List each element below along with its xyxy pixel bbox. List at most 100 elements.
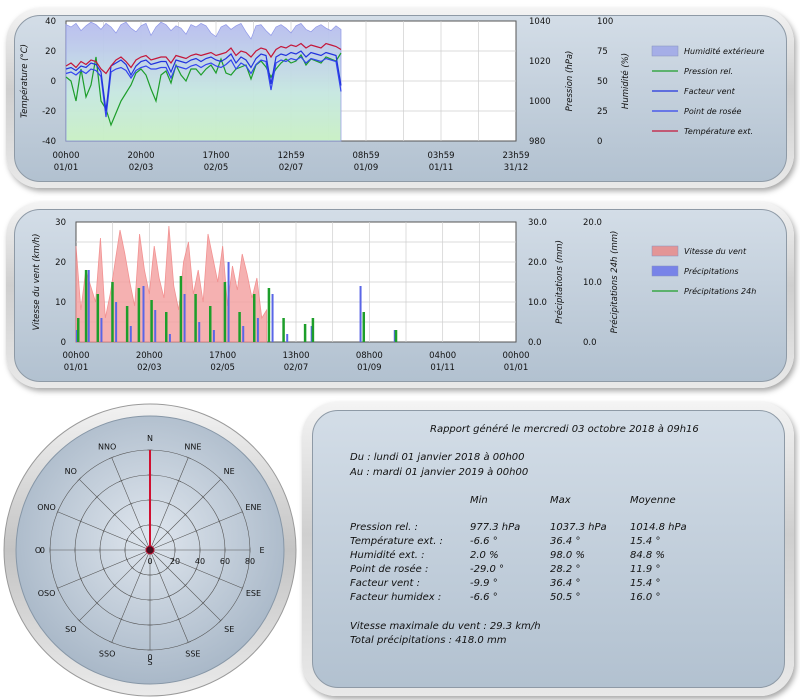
spoke-tick [77, 477, 82, 482]
direction-label: N [147, 434, 153, 443]
row-avg: 1014.8 hPa [630, 522, 687, 533]
spoke-tick [183, 583, 188, 588]
row-avg: 15.4 ° [630, 536, 661, 547]
spoke-tick [241, 509, 244, 515]
report-title: Rapport généré le mercredi 03 octobre 20… [430, 424, 699, 435]
spoke-tick [112, 583, 117, 588]
spoke-tick [138, 525, 143, 529]
spoke-tick [194, 566, 198, 572]
direction-label: SE [224, 625, 234, 634]
spoke-tick [128, 594, 134, 598]
direction-label: O [35, 546, 41, 555]
row-label: Facteur vent : [350, 578, 420, 589]
row-min: -29.0 ° [470, 564, 505, 575]
spoke-tick [165, 565, 170, 570]
row-label: Point de rosée : [350, 564, 429, 575]
spoke-tick [201, 601, 206, 606]
direction-label: NE [224, 467, 235, 476]
report-panel: Rapport généré le mercredi 03 octobre 20… [302, 402, 794, 696]
direction-label: ESE [246, 589, 261, 598]
spoke-tick [157, 571, 162, 575]
row-max: 98.0 % [550, 550, 585, 561]
report-text: Rapport généré le mercredi 03 octobre 20… [302, 402, 794, 696]
r-tick-label: 60 [220, 557, 230, 566]
spoke-tick [79, 576, 82, 582]
spoke-tick [171, 538, 175, 543]
row-min: -9.9 ° [470, 578, 498, 589]
spoke-tick [171, 557, 175, 562]
spoke-tick [157, 525, 162, 529]
direction-label: NNO [98, 443, 116, 452]
spoke-tick [94, 494, 99, 499]
spoke-tick [79, 518, 82, 524]
report-to: Au : mardi 01 janvier 2019 à 00h00 [350, 467, 529, 478]
row-max: 36.4 ° [550, 536, 581, 547]
direction-label: SSO [99, 649, 115, 658]
r-tick-label: 0 [40, 546, 45, 555]
spoke-tick [166, 594, 172, 598]
row-label: Humidité ext. : [350, 550, 425, 561]
row-min: 977.3 hPa [470, 522, 521, 533]
row-label: Température ext. : [350, 536, 443, 547]
max-wind-text: Vitesse maximale du vent : 29.3 km/h [350, 621, 541, 632]
direction-label: SSE [185, 649, 200, 658]
row-max: 1037.3 hPa [550, 522, 607, 533]
spoke-tick [128, 502, 134, 506]
spoke-tick [165, 530, 170, 535]
spoke-tick [77, 618, 82, 623]
row-avg: 16.0 ° [630, 592, 661, 603]
r-tick-label: 40 [195, 557, 205, 566]
spoke-tick [130, 565, 135, 570]
row-avg: 11.9 ° [630, 564, 661, 575]
r-tick-label: 20 [170, 557, 180, 566]
direction-label: S [147, 658, 152, 667]
direction-label: NO [65, 467, 77, 476]
row-avg: 15.4 ° [630, 578, 661, 589]
direction-label: ENE [245, 503, 261, 512]
r-tick-label: 0 [147, 557, 152, 566]
spoke-tick [241, 585, 244, 591]
spoke-tick [176, 618, 182, 621]
spoke-tick [166, 502, 172, 506]
spoke-tick [218, 477, 223, 482]
header-avg: Moyenne [630, 495, 676, 506]
spoke-tick [176, 479, 182, 482]
total-rain-text: Total précipitations : 418.0 mm [350, 635, 507, 646]
spoke-tick [125, 538, 129, 543]
direction-label: E [259, 546, 264, 555]
r-tick-label: 80 [245, 557, 255, 566]
spoke-tick [185, 641, 191, 644]
direction-label: ONO [37, 503, 56, 512]
report-from: Du : lundi 01 janvier 2018 à 00h00 [350, 452, 525, 463]
spoke-tick [218, 576, 221, 582]
spoke-tick [118, 618, 124, 621]
row-label: Pression rel. : [350, 522, 418, 533]
spoke-tick [218, 518, 221, 524]
spoke-tick [194, 528, 198, 534]
spoke-tick [185, 456, 191, 459]
spoke-tick [183, 512, 188, 517]
spoke-tick [130, 530, 135, 535]
spoke-tick [102, 528, 106, 534]
row-max: 50.5 ° [550, 592, 581, 603]
row-min: 2.0 % [470, 550, 499, 561]
spoke-tick [56, 585, 59, 591]
row-min: -6.6 ° [470, 536, 498, 547]
row-label: Facteur humidex : [350, 592, 442, 603]
r-tick-label: 0 [147, 653, 152, 662]
spoke-tick [138, 571, 143, 575]
spoke-tick [118, 479, 124, 482]
row-min: -6.6 ° [470, 592, 498, 603]
spoke-tick [94, 601, 99, 606]
row-max: 28.2 ° [550, 564, 581, 575]
spoke-tick [102, 566, 106, 572]
spoke-tick [218, 618, 223, 623]
direction-label: OSO [38, 589, 56, 598]
header-max: Max [550, 495, 571, 506]
header-min: Min [470, 495, 488, 506]
spoke-tick [56, 509, 59, 515]
row-avg: 84.8 % [630, 550, 665, 561]
spoke-tick [201, 494, 206, 499]
spoke-tick [125, 557, 129, 562]
